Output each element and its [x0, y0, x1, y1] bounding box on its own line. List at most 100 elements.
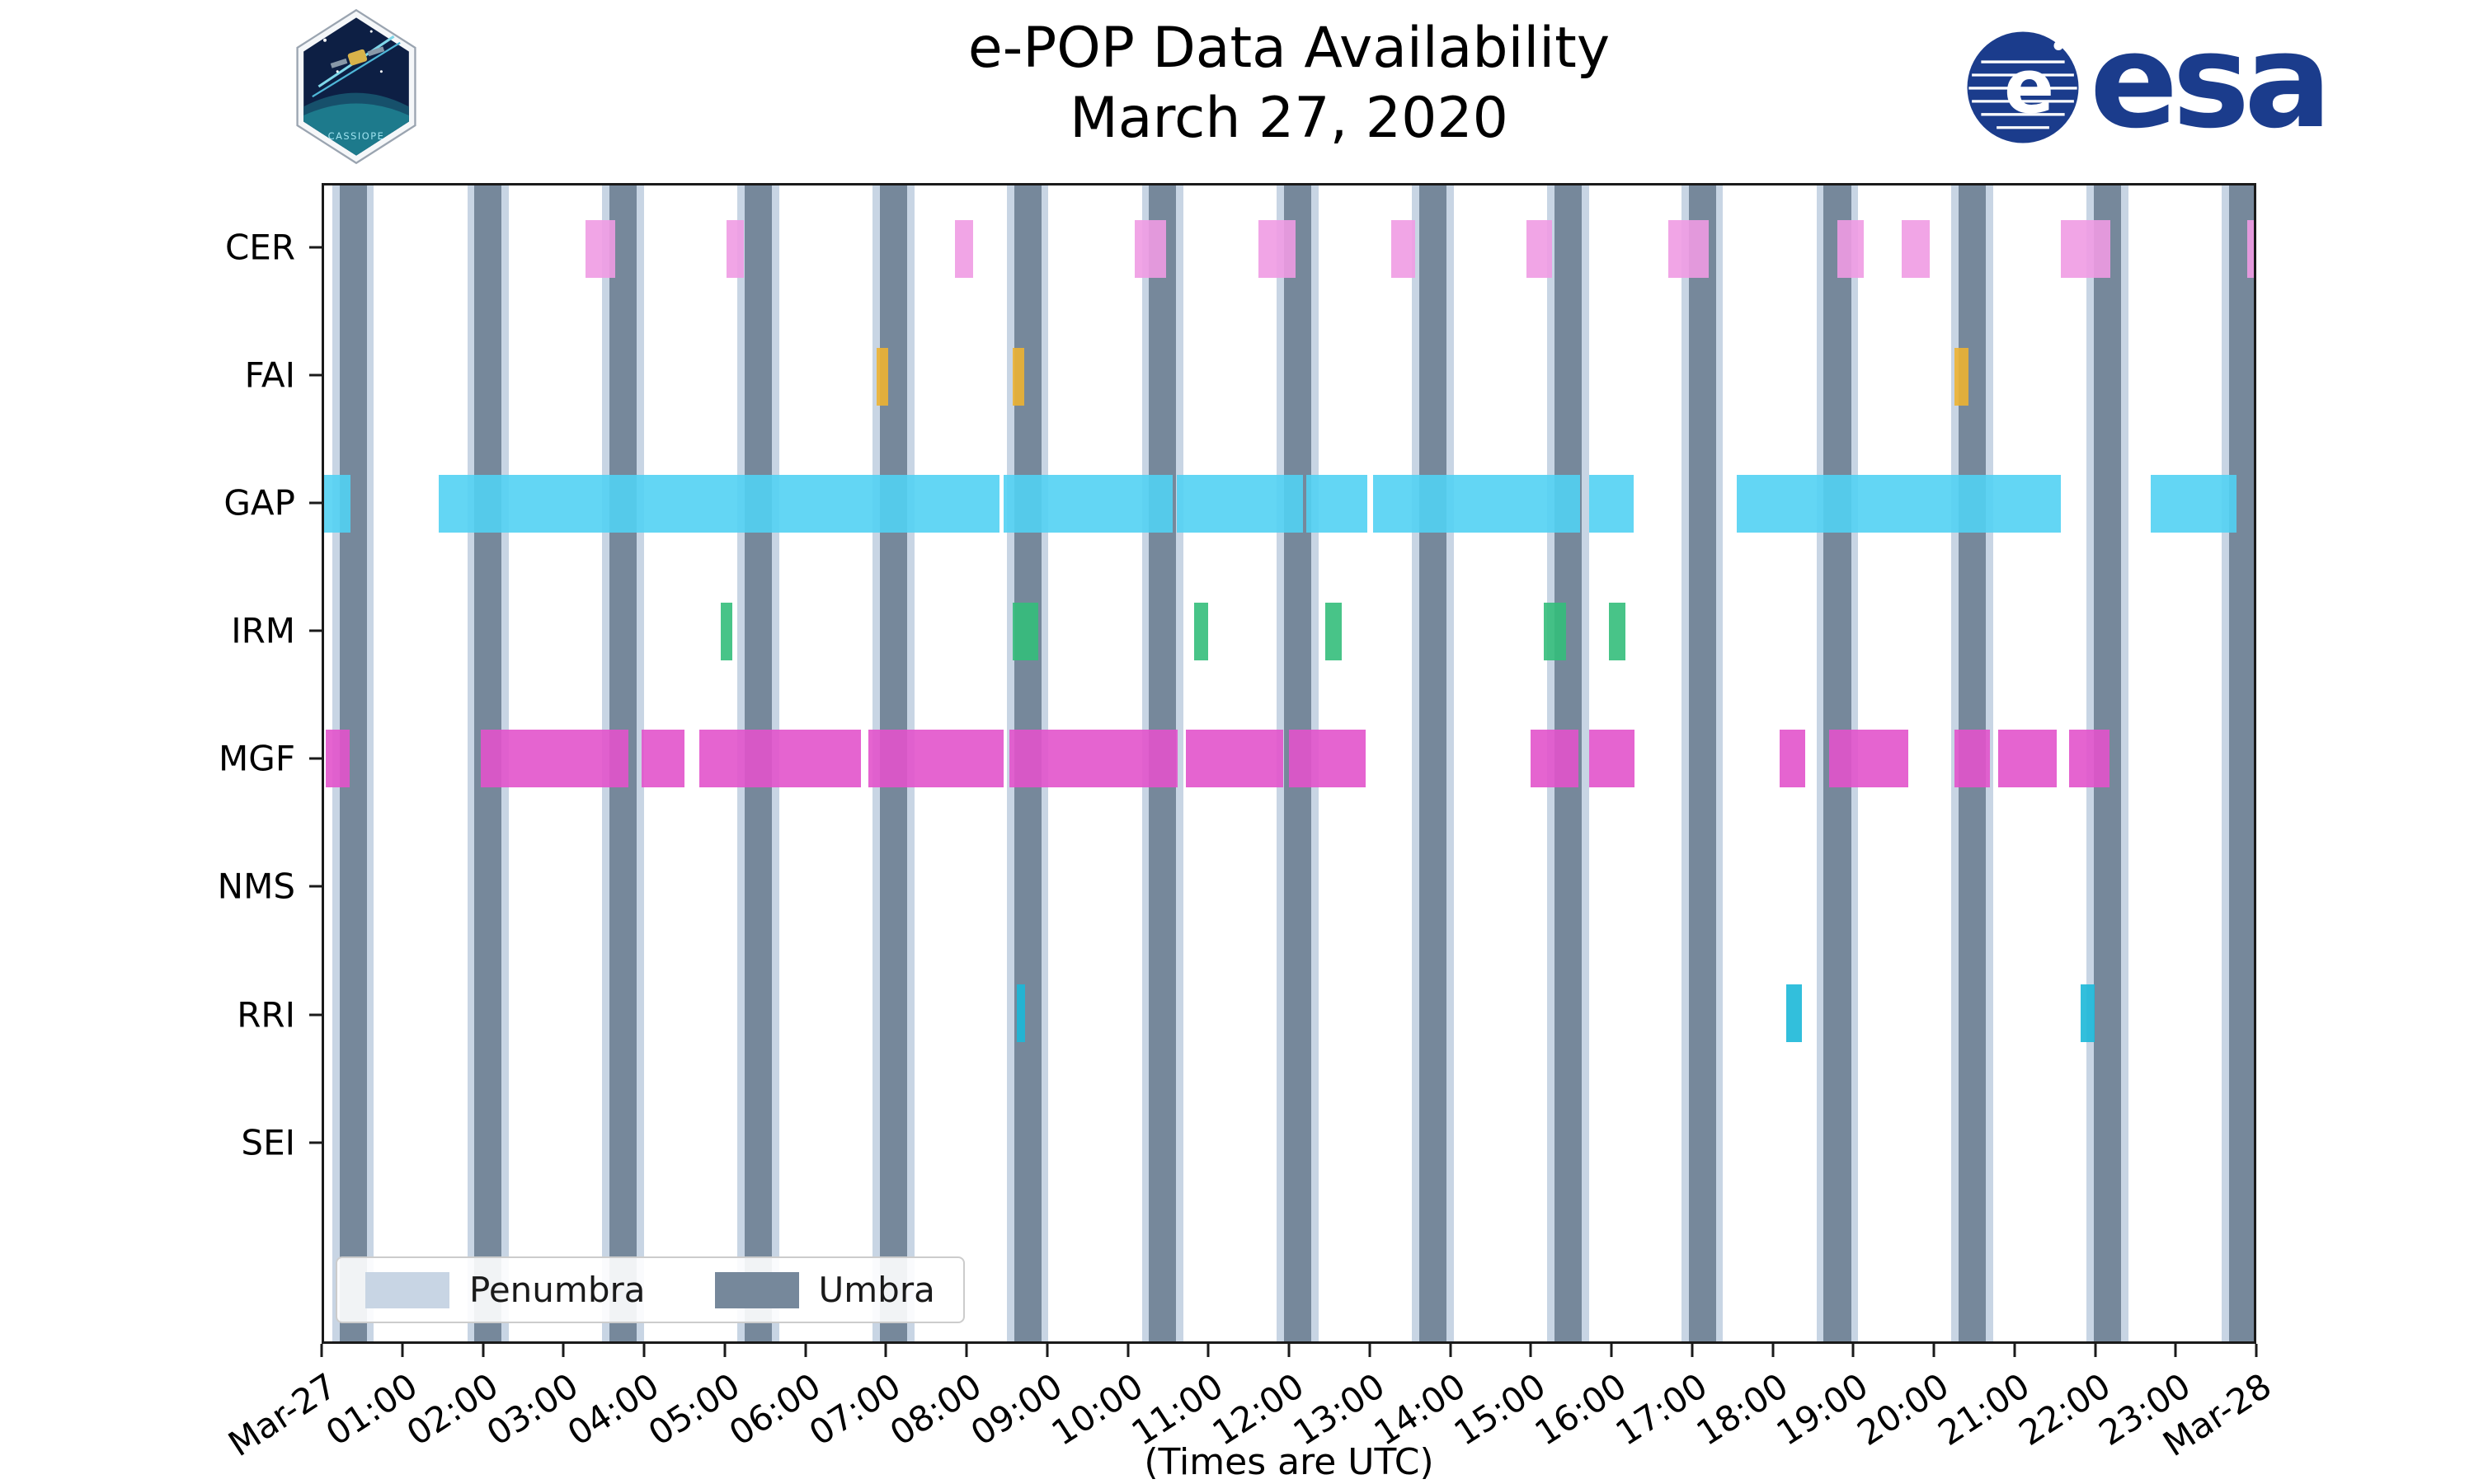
x-tick	[1529, 1344, 1532, 1357]
cer-availability-bar	[585, 220, 615, 279]
cer-availability-bar	[1258, 220, 1296, 279]
y-tick	[309, 629, 322, 632]
y-tick	[309, 246, 322, 249]
x-tick	[1610, 1344, 1613, 1357]
x-tick	[2094, 1344, 2096, 1357]
row-label-sei: SEI	[241, 1122, 295, 1163]
mgf-availability-bar	[642, 730, 684, 788]
mgf-availability-bar	[699, 730, 862, 788]
gap-availability-bar	[439, 475, 999, 533]
x-tick	[1449, 1344, 1451, 1357]
x-tick-label: 01:00	[318, 1365, 425, 1454]
cassiope-patch-text: CASSIOPE	[328, 130, 385, 142]
x-tick-label: 11:00	[1124, 1365, 1230, 1454]
mgf-availability-bar	[1186, 730, 1284, 788]
row-label-nms: NMS	[217, 866, 295, 907]
irm-availability-bar	[1012, 602, 1038, 660]
x-tick-label: 04:00	[560, 1365, 666, 1454]
mgf-availability-bar	[481, 730, 628, 788]
mgf-availability-bar	[868, 730, 1004, 788]
x-tick	[1046, 1344, 1049, 1357]
x-axis: Mar-27 01:00 02:00 03:00 04:00 05:00 06:00 07:0…	[221, 1344, 2279, 1484]
x-tick-label: 20:00	[1850, 1365, 1956, 1454]
x-tick	[1771, 1344, 1774, 1357]
cassiope-mission-patch: CASSIOPE	[294, 8, 419, 165]
irm-availability-bar	[1544, 602, 1567, 660]
cer-availability-bar	[1837, 220, 1865, 279]
x-tick-label: 12:00	[1205, 1365, 1311, 1454]
gap-availability-bar	[324, 475, 351, 533]
x-tick	[1126, 1344, 1129, 1357]
chart-subtitle: March 27, 2020	[1070, 86, 1508, 151]
esa-emblem-icon: e	[1967, 31, 2079, 143]
mgf-availability-bar	[1530, 730, 1578, 788]
x-tick-label: 03:00	[479, 1365, 586, 1454]
row-label-irm: IRM	[231, 610, 295, 651]
legend-item-umbra: Umbra	[714, 1270, 935, 1310]
umbra-band	[1688, 186, 1716, 1341]
x-tick	[2255, 1344, 2258, 1357]
legend-label-umbra: Umbra	[818, 1270, 935, 1310]
x-tick	[1206, 1344, 1210, 1357]
fai-availability-bar	[876, 347, 889, 406]
x-tick	[1368, 1344, 1371, 1357]
x-tick	[482, 1344, 484, 1357]
x-tick-label: 14:00	[1366, 1365, 1473, 1454]
x-tick-label: 17:00	[1608, 1365, 1714, 1454]
mgf-availability-bar	[1997, 730, 2058, 788]
cer-availability-bar	[2061, 220, 2111, 279]
x-tick	[1287, 1344, 1291, 1357]
rri-availability-bar	[2081, 984, 2095, 1043]
gap-availability-bar	[1737, 475, 2061, 533]
chart-title-block: e-POP Data Availability March 27, 2020	[968, 13, 1610, 153]
fai-availability-bar	[1012, 347, 1025, 406]
gap-availability-bar	[1306, 475, 1367, 533]
legend-swatch-penumbra	[365, 1271, 449, 1308]
irm-availability-bar	[1193, 602, 1209, 660]
x-tick	[562, 1344, 565, 1357]
gap-availability-bar	[1003, 475, 1173, 533]
mgf-availability-bar	[325, 730, 350, 788]
x-tick	[1932, 1344, 1935, 1357]
x-tick-label: 13:00	[1286, 1365, 1392, 1454]
rri-availability-bar	[1017, 984, 1026, 1043]
y-tick	[309, 373, 322, 377]
row-label-cer: CER	[224, 227, 295, 268]
x-tick-label: 09:00	[963, 1365, 1070, 1454]
irm-availability-bar	[1609, 602, 1625, 660]
row-label-fai: FAI	[244, 355, 295, 396]
chart-title: e-POP Data Availability	[967, 16, 1611, 81]
cer-availability-bar	[1390, 220, 1416, 279]
x-tick-label: 02:00	[398, 1365, 506, 1454]
y-tick	[309, 1141, 322, 1144]
mgf-availability-bar	[1009, 730, 1178, 788]
rri-availability-bar	[1785, 984, 1803, 1043]
esa-wordmark: esa	[2090, 6, 2332, 157]
x-tick	[884, 1344, 887, 1357]
umbra-band	[1418, 186, 1447, 1341]
x-tick-label: 07:00	[802, 1365, 908, 1454]
gap-availability-bar	[1373, 475, 1580, 533]
x-tick	[401, 1344, 404, 1357]
cer-availability-bar	[1134, 220, 1166, 279]
mgf-availability-bar	[1954, 730, 1991, 788]
mgf-availability-bar	[1779, 730, 1805, 788]
legend-label-penumbra: Penumbra	[469, 1270, 646, 1310]
cassiope-patch-icon: CASSIOPE	[296, 8, 416, 165]
x-tick	[723, 1344, 727, 1357]
x-tick-label: 06:00	[721, 1365, 828, 1454]
row-label-gap: GAP	[223, 482, 295, 524]
mgf-availability-bar	[1829, 730, 1908, 788]
plot-area: Penumbra Umbra	[322, 183, 2256, 1344]
row-label-mgf: MGF	[219, 738, 295, 779]
x-tick	[2013, 1344, 2016, 1357]
x-tick	[965, 1344, 968, 1357]
x-axis-caption: (Times are UTC)	[1144, 1441, 1434, 1483]
y-tick	[309, 885, 322, 888]
x-tick	[320, 1344, 323, 1357]
x-tick	[1851, 1344, 1855, 1357]
fai-availability-bar	[1954, 347, 1968, 406]
y-tick	[309, 1013, 322, 1017]
esa-emblem-e: e	[2004, 44, 2054, 130]
x-tick-label: 15:00	[1446, 1365, 1553, 1454]
